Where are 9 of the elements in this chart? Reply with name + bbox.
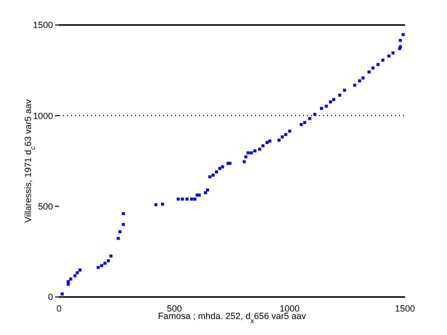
x-axis-title: Famosa ; mhda. 252, d$_{x}$656 var5 aav: [158, 311, 307, 324]
x-tick-label: 1500: [394, 303, 416, 314]
x-tick-label: 0: [56, 303, 62, 314]
x-tick-label: 1000: [280, 303, 300, 314]
y-tick-label: 1500: [32, 20, 53, 30]
y-tick-label: 1000: [32, 110, 53, 121]
y-tick-label: 0: [48, 292, 53, 302]
x-tick-label: 500: [166, 303, 182, 314]
y-tick-label: 500: [38, 202, 53, 212]
